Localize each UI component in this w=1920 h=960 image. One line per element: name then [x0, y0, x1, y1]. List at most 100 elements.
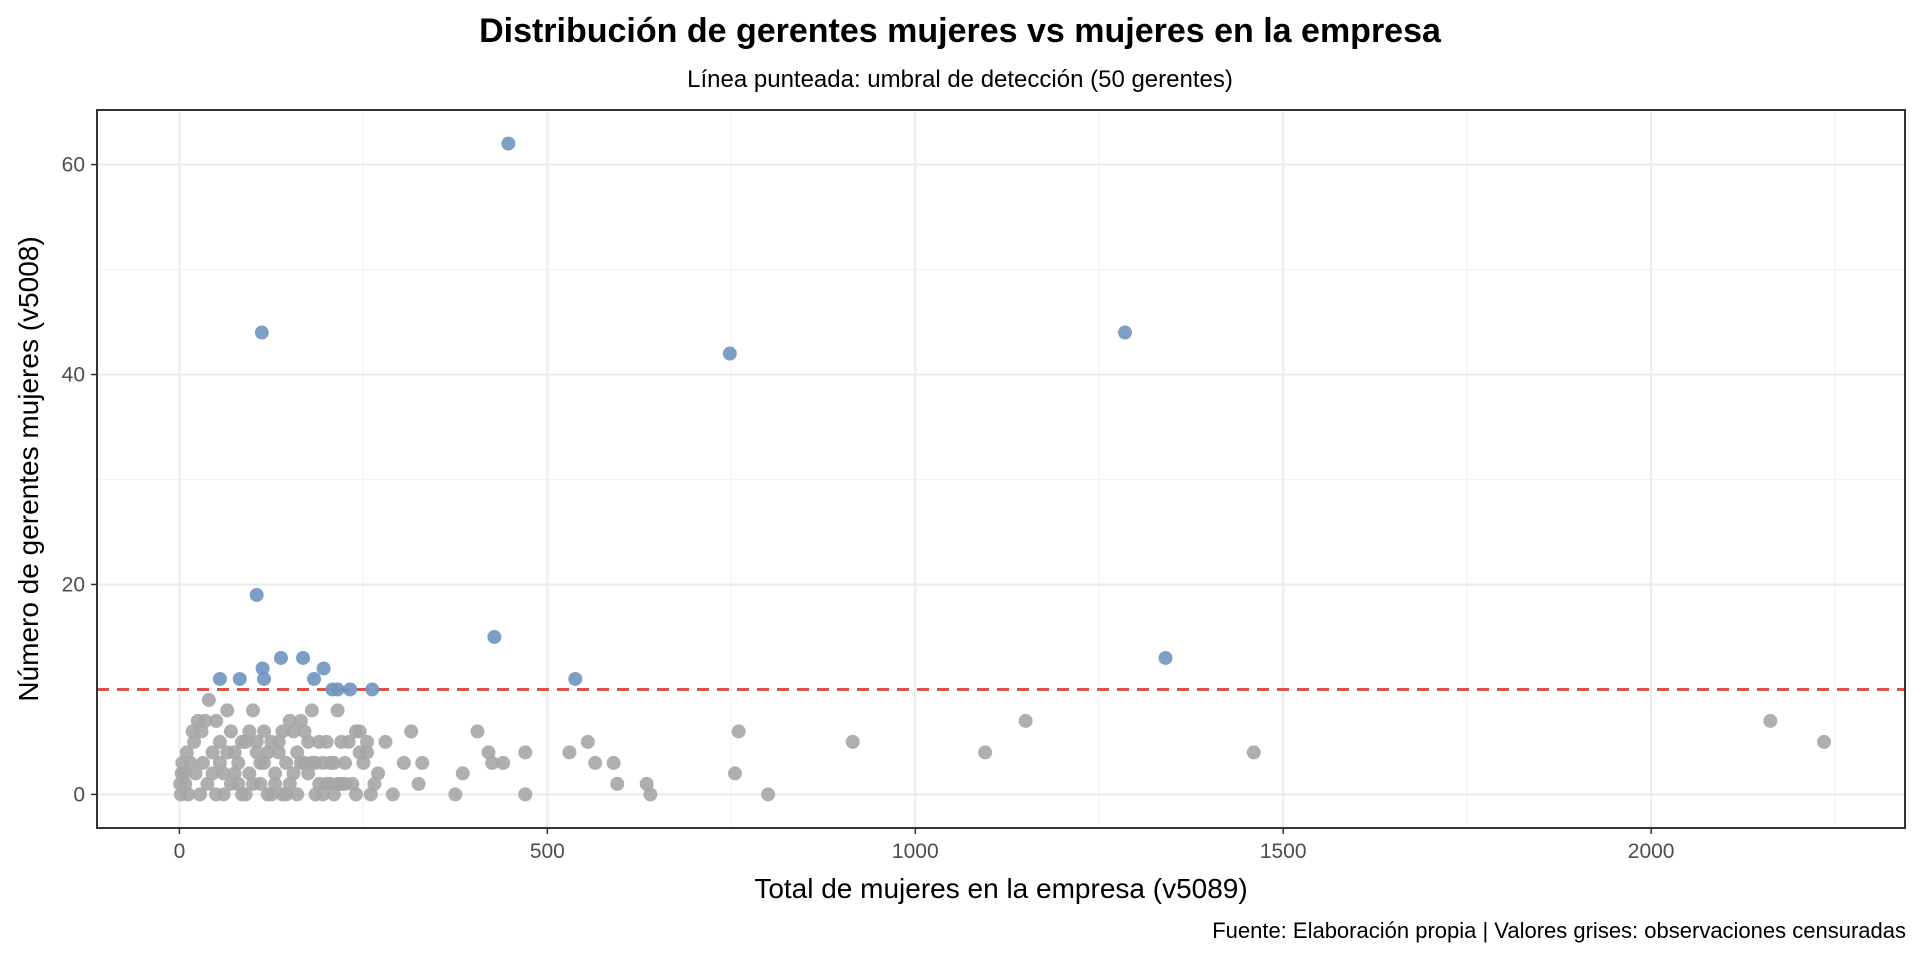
censored-point: [978, 745, 993, 760]
grid-lines: [97, 110, 1905, 828]
censored-point: [1763, 713, 1778, 728]
y-tick-label: 0: [73, 783, 85, 806]
observed-point: [307, 671, 322, 686]
censored-point: [227, 766, 242, 781]
censored-point: [212, 755, 227, 770]
censored-point: [249, 734, 264, 749]
x-tick-label: 1500: [1260, 840, 1307, 863]
censored-point: [249, 745, 264, 760]
censored-point: [352, 724, 367, 739]
observed-point: [296, 650, 311, 665]
censored-point: [260, 787, 275, 802]
censored-point: [185, 724, 200, 739]
censored-point: [290, 787, 305, 802]
censored-point: [315, 787, 330, 802]
observed-point: [1158, 650, 1173, 665]
x-tick-label: 0: [174, 840, 186, 863]
censored-point: [223, 724, 238, 739]
censored-point: [610, 776, 625, 791]
censored-point: [360, 734, 375, 749]
censored-point: [337, 755, 352, 770]
panel-border: [96, 109, 1906, 829]
censored-point: [378, 734, 393, 749]
axis-ticks: 0 500 1000 1500 2000 0 20 40 60: [62, 154, 1675, 863]
chart-caption: Fuente: Elaboración propia | Valores gri…: [1212, 918, 1906, 943]
censored-point: [562, 745, 577, 760]
censored-point: [195, 755, 210, 770]
data-points: [173, 136, 1832, 802]
censored-point: [200, 776, 215, 791]
y-axis-title: Número de gerentes mujeres (v5008): [13, 236, 44, 701]
y-tick-label: 60: [62, 154, 85, 177]
censored-point: [304, 703, 319, 718]
censored-point: [187, 734, 202, 749]
censored-point: [175, 755, 190, 770]
censored-point: [349, 787, 364, 802]
censored-point: [268, 776, 283, 791]
censored-point: [279, 755, 294, 770]
x-axis-title: Total de mujeres en la empresa (v5089): [754, 873, 1247, 904]
censored-point: [337, 776, 352, 791]
censored-point: [193, 787, 208, 802]
censored-point: [205, 766, 220, 781]
censored-point: [188, 766, 203, 781]
censored-point: [448, 787, 463, 802]
censored-point: [205, 745, 220, 760]
censored-point: [588, 755, 603, 770]
censored-point: [330, 703, 345, 718]
observed-point: [568, 671, 583, 686]
censored-point: [268, 766, 283, 781]
observed-point: [212, 671, 227, 686]
censored-point: [174, 766, 189, 781]
censored-point: [271, 745, 286, 760]
censored-point: [455, 766, 470, 781]
censored-point: [293, 755, 308, 770]
observed-point: [257, 671, 272, 686]
censored-point: [411, 776, 426, 791]
censored-point: [238, 787, 253, 802]
censored-point: [308, 755, 323, 770]
censored-point: [242, 724, 257, 739]
observed-point: [255, 661, 270, 676]
y-tick-label: 40: [62, 364, 85, 387]
x-tick-label: 2000: [1628, 840, 1675, 863]
observed-point: [232, 671, 247, 686]
observed-point: [273, 650, 288, 665]
censored-point: [234, 734, 249, 749]
observed-point: [722, 346, 737, 361]
censored-point: [404, 724, 419, 739]
censored-point: [173, 787, 188, 802]
censored-point: [761, 787, 776, 802]
censored-point: [1246, 745, 1261, 760]
censored-point: [518, 787, 533, 802]
censored-point: [496, 755, 511, 770]
censored-point: [323, 755, 338, 770]
censored-point: [727, 766, 742, 781]
x-tick-label: 500: [530, 840, 565, 863]
chart-subtitle: Línea punteada: umbral de detección (50 …: [687, 66, 1233, 93]
y-tick-label: 20: [62, 573, 85, 596]
censored-point: [293, 713, 308, 728]
censored-point: [312, 734, 327, 749]
x-tick-label: 1000: [892, 840, 939, 863]
observed-point: [1117, 325, 1132, 340]
censored-point: [209, 713, 224, 728]
censored-point: [1018, 713, 1033, 728]
censored-point: [212, 734, 227, 749]
censored-point: [1817, 734, 1832, 749]
censored-point: [341, 734, 356, 749]
censored-point: [731, 724, 746, 739]
censored-point: [301, 766, 316, 781]
observed-point: [316, 661, 331, 676]
chart-title: Distribución de gerentes mujeres vs muje…: [479, 12, 1441, 50]
censored-point: [518, 745, 533, 760]
censored-point: [190, 713, 205, 728]
observed-point: [343, 682, 358, 697]
observed-point: [254, 325, 269, 340]
censored-point: [363, 787, 378, 802]
censored-point: [286, 724, 301, 739]
censored-point: [173, 776, 188, 791]
censored-point: [179, 745, 194, 760]
censored-point: [845, 734, 860, 749]
